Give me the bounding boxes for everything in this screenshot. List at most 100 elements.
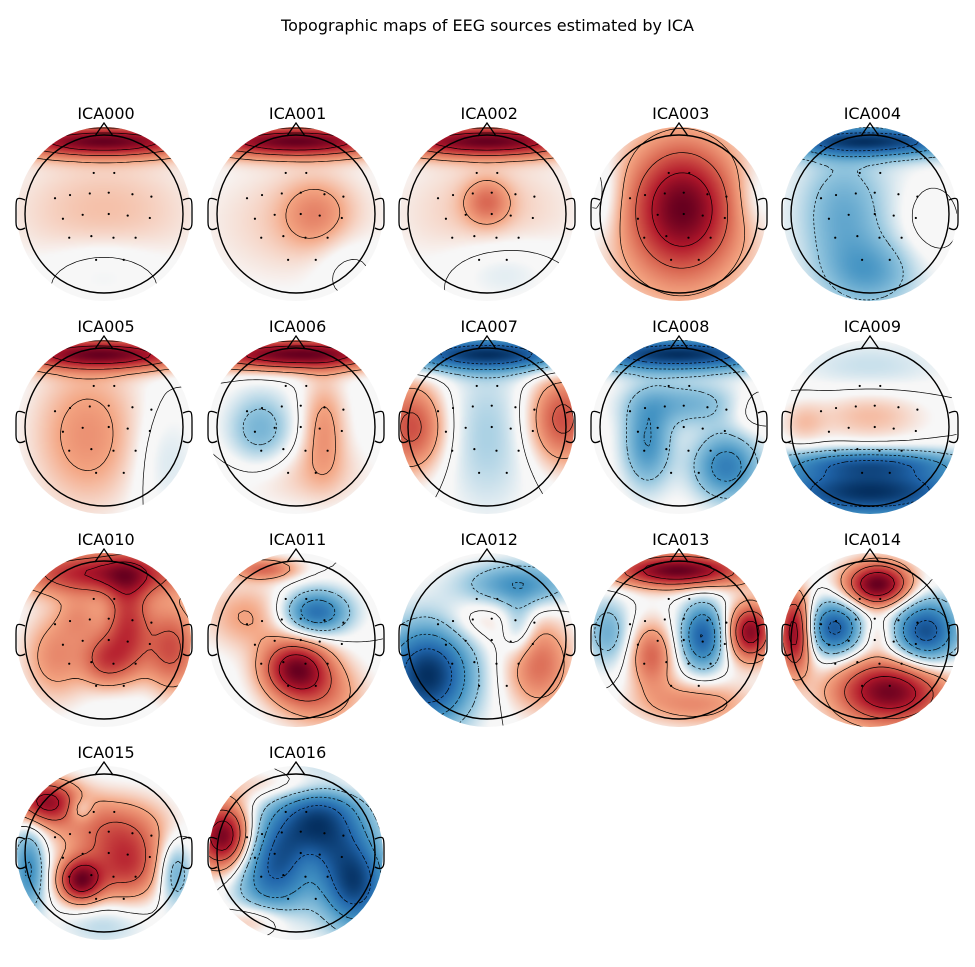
topomap-field <box>17 127 191 301</box>
topomap-ica012: ICA012 <box>393 530 585 730</box>
sensor-dot <box>861 258 864 261</box>
sensor-dot <box>304 597 307 601</box>
right-ear-outline <box>182 197 193 231</box>
sensor-dot <box>318 214 321 217</box>
head-outline <box>215 560 376 720</box>
nose-outline <box>286 121 306 137</box>
contour-line <box>828 620 938 641</box>
sensor-dot <box>667 384 670 388</box>
sensor-dot <box>340 642 343 646</box>
sensor-dot <box>665 448 668 451</box>
sensor-dot <box>245 836 248 839</box>
sensor-dot <box>314 684 317 687</box>
sensor-dot <box>663 405 666 408</box>
sensor-dot <box>636 217 639 220</box>
topomap-title: ICA006 <box>268 317 327 336</box>
sensor-dot <box>326 449 329 452</box>
sensor-dot <box>253 856 256 859</box>
contour-line <box>440 344 533 365</box>
right-ear-outline <box>757 410 768 444</box>
sensor-dot <box>663 618 666 621</box>
left-ear-outline <box>590 197 601 231</box>
head-outline <box>215 134 376 294</box>
sensor-dot <box>112 875 115 878</box>
right-ear-outline <box>757 623 768 657</box>
sensor-dot <box>725 408 728 411</box>
right-ear-outline <box>565 623 576 657</box>
sensor-dot <box>915 216 918 220</box>
topomap-ica011: ICA011 <box>202 530 394 730</box>
sensor-dot <box>314 258 317 261</box>
right-ear-outline <box>757 197 768 231</box>
left-ear-outline <box>590 410 601 444</box>
contour-line <box>300 599 335 624</box>
sensor-dot <box>340 855 343 859</box>
sensor-dot <box>861 684 864 687</box>
sensor-dot <box>260 193 263 197</box>
sensor-dot <box>514 619 517 622</box>
sensor-dot <box>892 640 896 643</box>
sensor-dot <box>314 471 317 474</box>
sensor-dot <box>505 471 509 474</box>
head-outline <box>407 560 567 720</box>
topomap-ica003: ICA003 <box>585 104 777 304</box>
sensor-dot <box>669 684 672 687</box>
left-ear-outline <box>590 623 601 657</box>
sensor-dot <box>53 836 57 839</box>
topomap-ica016: ICA016 <box>202 743 394 943</box>
sensor-dot <box>126 853 129 856</box>
topomap-ica002: ICA002 <box>393 104 585 304</box>
sensor-dot <box>445 430 448 433</box>
sensor-dot <box>280 831 283 834</box>
left-ear-outline <box>15 410 26 444</box>
sensor-dot <box>531 429 535 433</box>
sensor-dot <box>81 639 84 642</box>
sensor-dot <box>340 429 343 433</box>
nose-outline <box>669 334 689 350</box>
sensor-dot <box>126 214 129 217</box>
sensor-dot <box>517 236 520 239</box>
sensor-dot <box>682 191 685 194</box>
sensor-dot <box>245 197 248 200</box>
sensor-dot <box>828 430 831 433</box>
sensor-dot <box>304 171 307 175</box>
sensor-dot <box>131 406 134 409</box>
sensor-dot <box>299 617 302 620</box>
topomap-plot <box>206 547 385 727</box>
sensor-dot <box>322 406 326 409</box>
topomap-field <box>591 127 766 301</box>
sensor-dot <box>304 384 307 388</box>
sensor-dot <box>452 619 455 623</box>
sensor-dot <box>451 236 454 239</box>
sensor-dot <box>286 897 289 900</box>
topomap-plot <box>781 121 960 301</box>
sensor-dot <box>68 662 71 665</box>
sensor-dot <box>88 618 91 621</box>
topomap-title: ICA015 <box>77 743 135 762</box>
head-outline <box>24 560 184 720</box>
sensor-dot <box>687 662 690 665</box>
sensor-dot <box>260 406 263 410</box>
topomap-title: ICA004 <box>843 104 902 123</box>
topomap-plot <box>590 547 768 727</box>
sensor-dot <box>505 258 509 261</box>
sensor-dot <box>916 408 919 411</box>
sensor-dot <box>340 216 343 220</box>
nose-outline <box>286 334 306 350</box>
topomap-field <box>783 340 958 514</box>
contour-line <box>814 597 958 659</box>
topomap-plot <box>781 547 960 727</box>
sensor-dot <box>874 617 877 620</box>
sensor-dot <box>95 897 98 900</box>
right-ear-outline <box>565 197 576 231</box>
sensor-dot <box>697 471 700 474</box>
topomap-ica013: ICA013 <box>585 530 777 730</box>
sensor-dot <box>916 195 919 198</box>
sensor-dot <box>61 856 65 859</box>
sensor-dot <box>874 425 877 429</box>
nose-outline <box>286 547 306 563</box>
sensor-dot <box>281 661 285 664</box>
sensor-dot <box>452 193 455 197</box>
topomap-title: ICA012 <box>460 530 518 549</box>
topomap-plot <box>398 547 576 727</box>
